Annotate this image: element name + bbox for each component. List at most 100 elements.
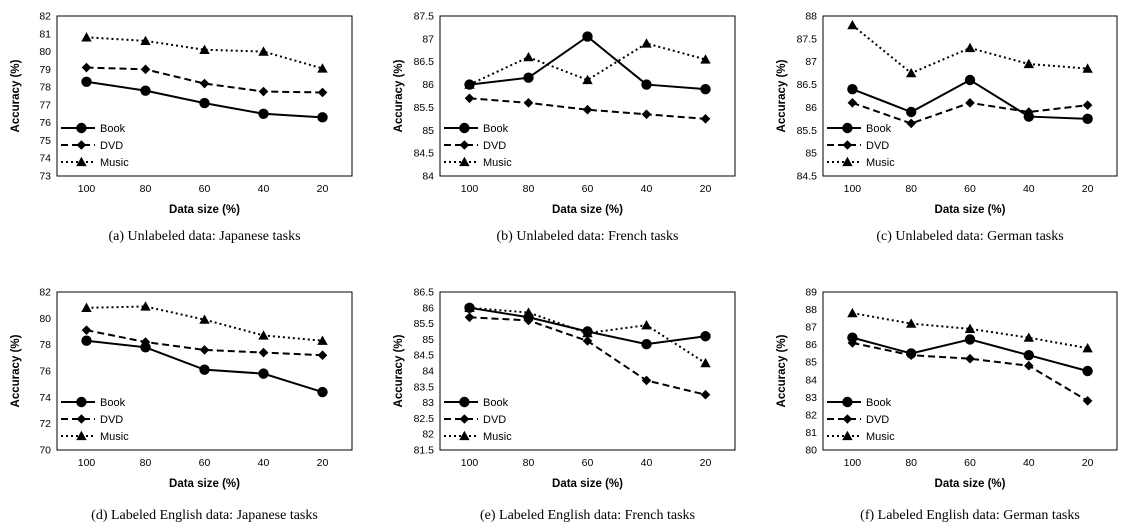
series-book xyxy=(847,332,1093,377)
chart-panel-2: 87.5 87 86.5 86 85.5 85 84.5 84 100 80 60 40 20 Data … xyxy=(393,11,736,244)
data-point xyxy=(464,302,475,312)
data-point xyxy=(906,106,917,118)
legend: Book DVD Music xyxy=(444,396,512,443)
legend-label: Music xyxy=(866,157,895,169)
x-tick-label: 20 xyxy=(700,183,712,195)
y-axis-label: Accuracy (%) xyxy=(776,59,788,132)
x-tick-label: 80 xyxy=(905,183,917,195)
legend-marker xyxy=(76,414,87,424)
data-point xyxy=(199,44,210,54)
x-tick-label: 80 xyxy=(140,457,152,469)
series-book xyxy=(81,335,328,398)
legend-marker xyxy=(76,156,87,167)
y-tick-label: 81.5 xyxy=(414,445,435,457)
y-tick-label: 85 xyxy=(422,125,434,137)
data-point xyxy=(1082,63,1093,73)
legend: Book DVD Music xyxy=(444,122,512,169)
series-music xyxy=(464,302,711,368)
data-point xyxy=(965,353,975,364)
y-axis-label: Accuracy (%) xyxy=(393,59,405,132)
data-point xyxy=(965,98,975,108)
legend-label: DVD xyxy=(866,140,889,152)
data-point xyxy=(847,83,858,95)
legend-marker xyxy=(459,156,470,167)
y-axis-label: Accuracy (%) xyxy=(776,334,788,407)
data-point xyxy=(641,109,652,120)
y-tick-label: 87.5 xyxy=(414,11,435,23)
y-tick-label: 85.5 xyxy=(414,318,435,330)
legend-marker xyxy=(459,122,470,134)
data-point xyxy=(1023,58,1034,69)
data-point xyxy=(464,312,475,323)
data-point xyxy=(317,335,328,345)
y-tick-label: 85 xyxy=(805,148,817,160)
plot-frame xyxy=(822,291,1118,451)
data-point xyxy=(641,38,652,48)
series-dvd xyxy=(847,98,1093,129)
x-tick-label: 20 xyxy=(700,457,712,469)
x-tick-label: 100 xyxy=(461,183,479,195)
data-point xyxy=(906,318,917,328)
caption: (a) Unlabeled data: Japanese tasks xyxy=(108,229,300,244)
series-line xyxy=(86,305,323,342)
data-point xyxy=(258,330,269,340)
y-tick-label: 88 xyxy=(805,304,817,316)
data-point xyxy=(847,338,858,348)
data-point xyxy=(964,323,976,334)
data-point xyxy=(1082,342,1093,353)
series-music xyxy=(847,19,1093,78)
series-dvd xyxy=(464,312,711,400)
data-point xyxy=(523,315,534,326)
series-dvd xyxy=(847,338,1093,406)
y-tick-label: 85.5 xyxy=(797,125,818,137)
data-point xyxy=(1082,365,1093,377)
legend: Book DVD Music xyxy=(827,122,895,169)
data-point xyxy=(523,72,534,83)
data-point xyxy=(964,42,976,53)
data-point xyxy=(81,32,92,42)
y-tick-label: 87 xyxy=(422,33,434,45)
plot-frame xyxy=(56,291,353,451)
data-point xyxy=(700,331,711,342)
x-tick-label: 60 xyxy=(964,183,976,195)
data-point xyxy=(317,63,328,73)
y-tick-label: 86 xyxy=(805,339,817,351)
data-point xyxy=(464,79,475,89)
data-point xyxy=(847,307,858,318)
y-tick-label: 80 xyxy=(39,313,51,325)
series-music xyxy=(464,38,711,89)
data-point xyxy=(199,78,210,89)
caption: (d) Labeled English data: Japanese tasks xyxy=(91,508,318,523)
y-tick-label: 83 xyxy=(422,397,434,409)
y-tick-label: 79 xyxy=(39,64,51,76)
y-tick-label: 86 xyxy=(422,302,434,314)
series-dvd xyxy=(81,62,328,98)
x-tick-label: 40 xyxy=(641,183,653,195)
y-axis-label: Accuracy (%) xyxy=(10,334,22,407)
y-tick-label: 78 xyxy=(39,82,51,94)
series-dvd xyxy=(81,325,328,360)
x-tick-label: 20 xyxy=(317,183,329,195)
x-axis-label: Data size (%) xyxy=(935,478,1006,490)
y-tick-label: 76 xyxy=(39,366,51,378)
y-tick-label: 74 xyxy=(39,392,51,404)
data-point xyxy=(258,347,269,358)
data-point xyxy=(906,67,917,78)
x-axis-label: Data size (%) xyxy=(552,204,623,216)
legend-marker xyxy=(842,396,853,408)
y-tick-label: 85.5 xyxy=(414,102,435,114)
x-tick-label: 100 xyxy=(844,457,862,469)
legend-marker xyxy=(842,140,853,150)
x-tick-label: 20 xyxy=(1082,183,1094,195)
data-point xyxy=(700,389,711,400)
data-point xyxy=(140,35,151,46)
y-tick-label: 82 xyxy=(805,409,817,421)
data-point xyxy=(1024,360,1034,371)
x-axis-label: Data size (%) xyxy=(169,204,240,216)
series-music xyxy=(81,301,328,345)
data-point xyxy=(964,334,976,345)
data-point xyxy=(641,375,652,386)
legend-label: Book xyxy=(866,123,892,135)
series-music xyxy=(847,307,1093,353)
